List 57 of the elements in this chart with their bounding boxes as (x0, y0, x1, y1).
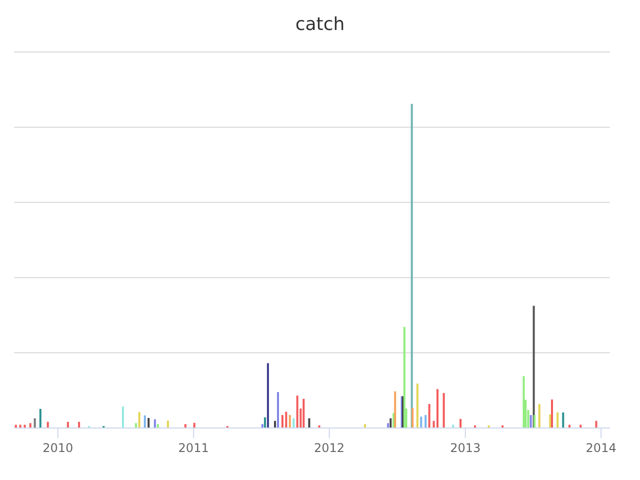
bar (562, 412, 564, 428)
bar (420, 416, 422, 428)
bar (534, 415, 536, 428)
bar (66, 422, 69, 428)
bar (424, 415, 427, 428)
bar (134, 423, 137, 428)
bar (285, 412, 288, 428)
bar (138, 412, 140, 428)
bar (46, 422, 49, 428)
bar (549, 414, 552, 428)
bar (276, 392, 279, 428)
bar (390, 418, 392, 428)
bar (296, 396, 298, 428)
bar (39, 408, 42, 428)
bar (261, 424, 264, 428)
bar (266, 363, 269, 428)
bar (412, 408, 414, 428)
bar (522, 376, 525, 428)
bar (156, 424, 159, 428)
bar (148, 418, 150, 428)
bar (274, 420, 276, 428)
bar (264, 417, 266, 428)
bar (34, 418, 36, 428)
bar (364, 424, 366, 428)
x-tick-label: 2010 (42, 441, 74, 455)
bar (460, 418, 462, 428)
bar (78, 422, 80, 428)
bar (154, 419, 156, 428)
bar (302, 398, 305, 428)
bar (436, 389, 438, 428)
x-tick-label: 2014 (586, 441, 616, 455)
bar (166, 420, 169, 428)
bar (184, 424, 186, 428)
bar (122, 406, 124, 428)
chart-title: catch (295, 14, 345, 35)
bar (595, 420, 598, 428)
bar (29, 423, 32, 428)
bar (281, 415, 284, 428)
bar (530, 415, 532, 428)
bar (394, 391, 396, 428)
bar (410, 104, 413, 428)
bar (292, 418, 295, 428)
bar (442, 392, 445, 428)
bar (144, 415, 146, 428)
bar (288, 415, 291, 428)
bar (556, 412, 559, 428)
bar (403, 326, 406, 428)
bar (387, 423, 390, 428)
x-tick-label: 2012 (314, 441, 345, 455)
x-tick-label: 2011 (178, 441, 209, 455)
bar (416, 384, 418, 428)
bar (308, 418, 310, 428)
bar (538, 404, 540, 428)
bar (532, 306, 535, 428)
x-tick-label: 2013 (450, 441, 481, 455)
bar (551, 399, 553, 428)
bar (428, 404, 430, 428)
